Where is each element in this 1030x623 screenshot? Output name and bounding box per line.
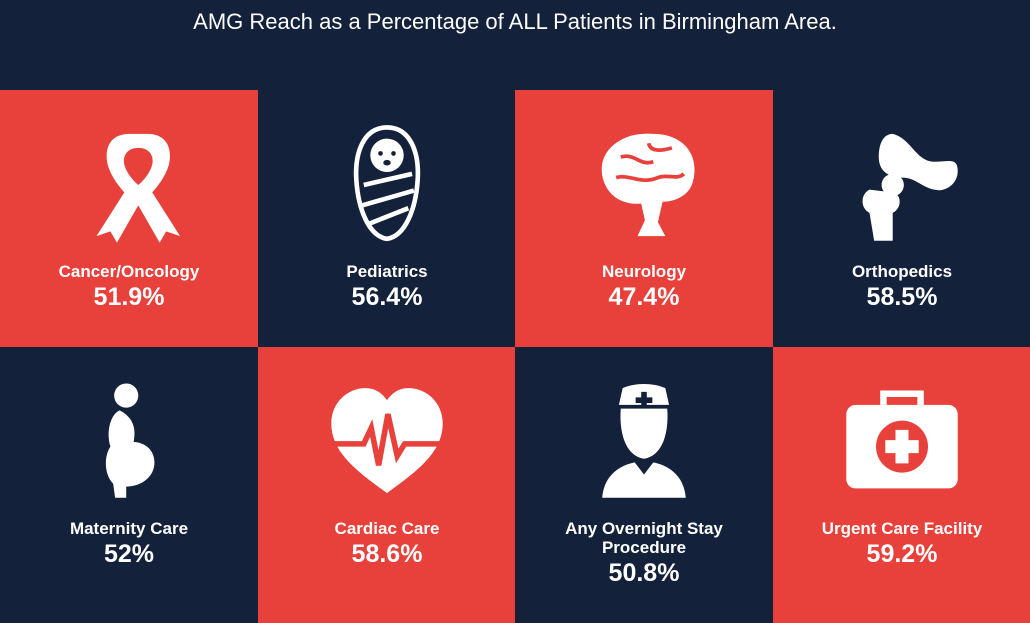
tile: Any Overnight Stay Procedure 50.8% <box>515 347 773 623</box>
tile-value: 51.9% <box>93 283 165 311</box>
tile-label: Orthopedics <box>851 262 953 281</box>
tile: Pediatrics 56.4% <box>258 90 516 347</box>
tile-value: 59.2% <box>866 540 938 568</box>
tile-text: Any Overnight Stay Procedure 50.8% <box>554 519 734 589</box>
tile-text: Orthopedics 58.5% <box>812 262 992 313</box>
tile-label: Any Overnight Stay Procedure <box>565 519 723 557</box>
tile-value: 47.4% <box>608 283 680 311</box>
tile-value: 50.8% <box>608 559 680 587</box>
tile: Cardiac Care 58.6% <box>258 347 516 623</box>
icon <box>601 133 695 237</box>
tile: Neurology 47.4% <box>515 90 773 347</box>
tile: Orthopedics 58.5% <box>773 90 1030 347</box>
tile-label: Neurology <box>601 262 687 281</box>
tile-text: Maternity Care 52% <box>39 519 219 570</box>
icon <box>846 390 958 489</box>
tile-value: 56.4% <box>351 283 423 311</box>
tile-label: Pediatrics <box>346 262 428 281</box>
icon <box>862 133 958 241</box>
icon <box>96 133 181 243</box>
tile-label: Cardiac Care <box>334 519 440 538</box>
tile-value: 58.6% <box>351 540 423 568</box>
tile: Cancer/Oncology 51.9% <box>0 90 258 347</box>
tile-text: Cancer/Oncology 51.9% <box>39 262 219 313</box>
tile: Urgent Care Facility 59.2% <box>773 347 1030 623</box>
tile-label: Maternity Care <box>69 519 189 538</box>
icon <box>326 388 448 494</box>
icon <box>602 383 686 498</box>
tile-label: Cancer/Oncology <box>58 262 200 281</box>
tile-text: Pediatrics 56.4% <box>297 262 477 313</box>
icon <box>105 383 155 498</box>
title: AMG Reach as a Percentage of ALL Patient… <box>193 9 837 34</box>
tile-text: Neurology 47.4% <box>554 262 734 313</box>
tile-text: Urgent Care Facility 59.2% <box>812 519 992 570</box>
tile-label: Urgent Care Facility <box>821 519 983 538</box>
tile-value: 58.5% <box>866 283 938 311</box>
tile-text: Cardiac Care 58.6% <box>297 519 477 570</box>
icon <box>353 125 421 242</box>
tile-value: 52% <box>103 540 155 568</box>
tile: Maternity Care 52% <box>0 347 258 623</box>
